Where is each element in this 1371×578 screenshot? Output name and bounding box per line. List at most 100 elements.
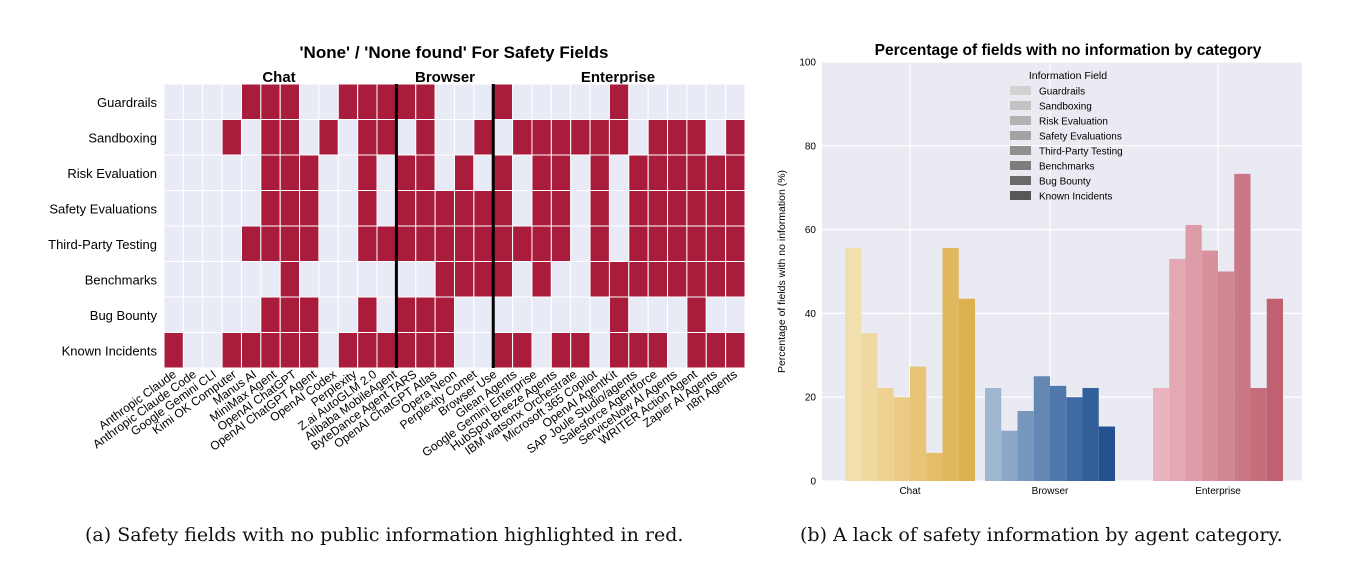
heatmap-cell	[667, 225, 688, 262]
heatmap-cell	[686, 154, 707, 191]
heatmap-cell	[279, 225, 301, 262]
heatmap-cell	[202, 296, 223, 333]
bar-mark	[942, 248, 959, 481]
legend-swatch	[1010, 116, 1031, 125]
heatmap-cell	[221, 225, 242, 262]
bar-mark	[1169, 258, 1186, 481]
group-label-chat: Chat	[262, 69, 295, 86]
heatmap-cell	[182, 225, 204, 262]
heatmap-cell	[550, 119, 572, 156]
legend-swatch	[1010, 131, 1031, 140]
heatmap-cell	[318, 332, 339, 369]
heatmap-cell	[376, 261, 397, 298]
heatmap-cell	[647, 225, 669, 262]
legend-entry: Benchmarks	[1039, 162, 1095, 173]
heatmap-cell	[240, 190, 262, 227]
row-label: Guardrails	[97, 95, 157, 110]
heatmap-cell	[667, 332, 688, 369]
heatmap-cell	[395, 225, 417, 262]
heatmap-row-labels: Guardrails Sandboxing Risk Evaluation Safet…	[48, 95, 157, 359]
heatmap-cell	[492, 332, 514, 369]
legend-entry: Risk Evaluation	[1039, 117, 1108, 128]
caption-b: (b) A lack of safety information by agen…	[800, 524, 1283, 546]
heatmap-cell	[318, 154, 339, 191]
legend-title: Information Field	[1029, 70, 1107, 82]
heatmap-cell	[337, 332, 359, 369]
bar-mark	[1201, 250, 1218, 481]
heatmap-cell	[434, 154, 456, 191]
heatmap-cell	[434, 225, 456, 262]
heatmap-cell	[589, 332, 610, 369]
heatmap-cell	[492, 190, 514, 227]
heatmap-cell	[395, 332, 417, 369]
heatmap-cell	[279, 190, 301, 227]
heatmap-cell	[705, 154, 727, 191]
bar-mark	[893, 397, 910, 481]
heatmap-cell	[202, 225, 223, 262]
heatmap-cell	[608, 190, 630, 227]
heatmap-cell	[337, 261, 359, 298]
heatmap-cell	[260, 119, 281, 156]
heatmap-cell	[221, 261, 242, 298]
heatmap-cell	[454, 261, 475, 298]
y-tick-label: 100	[799, 58, 816, 69]
heatmap-cell	[473, 261, 494, 298]
bar-mark	[1250, 387, 1267, 481]
heatmap-cell	[434, 261, 456, 298]
heatmap-cell	[202, 154, 223, 191]
heatmap-cell	[182, 296, 204, 333]
heatmap-cell	[415, 332, 436, 369]
heatmap-cell	[550, 190, 572, 227]
heatmap-cell	[163, 332, 184, 369]
heatmap-cell	[357, 332, 378, 369]
heatmap-cell	[357, 154, 378, 191]
heatmap-cell	[570, 261, 591, 298]
heatmap-cell	[667, 261, 688, 298]
heatmap-cell	[434, 296, 456, 333]
heatmap-cell	[454, 119, 475, 156]
row-label: Bug Bounty	[90, 308, 158, 323]
heatmap-cell	[608, 225, 630, 262]
heatmap-cell	[415, 119, 436, 156]
heatmap-cell	[512, 261, 533, 298]
heatmap-cell	[647, 154, 669, 191]
heatmap-cell	[686, 261, 707, 298]
heatmap-cell	[299, 119, 320, 156]
heatmap-cell	[337, 190, 359, 227]
heatmap-cell	[357, 261, 378, 298]
heatmap-cell	[163, 83, 184, 120]
x-tick-label: Enterprise	[1195, 486, 1241, 497]
heatmap-cell	[589, 225, 610, 262]
heatmap-cell	[628, 190, 649, 227]
heatmap-cell	[434, 332, 456, 369]
heatmap-cell	[492, 225, 514, 262]
bar-chart-figure: Percentage of fields with no information…	[776, 42, 1302, 497]
heatmap-cell	[570, 332, 591, 369]
heatmap-cell	[395, 296, 417, 333]
heatmap-cell	[221, 190, 242, 227]
heatmap-cell	[454, 332, 475, 369]
heatmap-cell	[531, 261, 552, 298]
heatmap-cell	[512, 119, 533, 156]
heatmap-cell	[647, 332, 669, 369]
heatmap-cell	[705, 225, 727, 262]
heatmap-cell	[182, 261, 204, 298]
bar-mark	[877, 387, 894, 481]
bar-mark	[926, 452, 943, 481]
heatmap-cell	[163, 154, 184, 191]
heatmap-cell	[492, 119, 514, 156]
heatmap-cell	[454, 83, 475, 120]
heatmap-cell	[376, 225, 397, 262]
heatmap-cell	[279, 83, 301, 120]
heatmap-cell	[492, 296, 514, 333]
bar-mark	[1234, 173, 1251, 481]
heatmap-cell	[434, 119, 456, 156]
heatmap-cell	[182, 332, 204, 369]
heatmap-cell	[608, 83, 630, 120]
heatmap-cell	[260, 154, 281, 191]
heatmap-cell	[318, 225, 339, 262]
heatmap-cell	[357, 190, 378, 227]
heatmap-cell	[299, 154, 320, 191]
heatmap-cell	[531, 119, 552, 156]
heatmap-cell	[240, 225, 262, 262]
